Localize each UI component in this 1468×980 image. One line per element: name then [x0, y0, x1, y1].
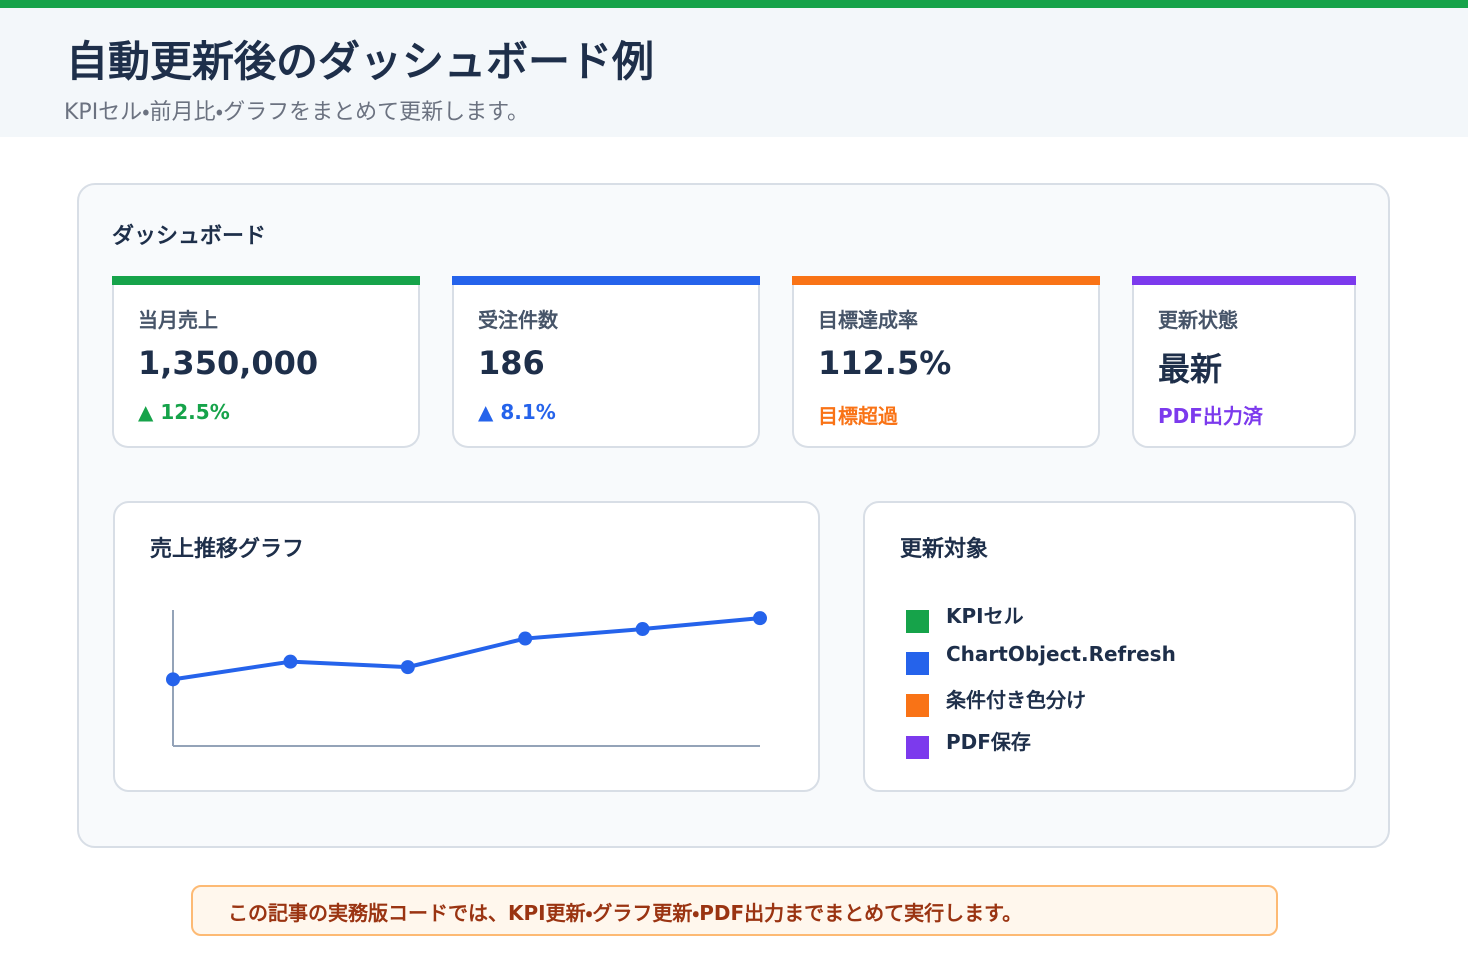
kpi-delta: PDF出力済 — [1158, 404, 1263, 428]
kpi-accent — [1132, 276, 1356, 285]
kpi-label: 目標達成率 — [818, 308, 918, 332]
legend-label: 条件付き色分け — [946, 688, 1086, 712]
footer-note: この記事の実務版コードでは、KPI更新・グラフ更新・PDF出力までまとめて実行し… — [228, 901, 1023, 925]
legend-label: PDF保存 — [946, 730, 1031, 754]
page-subtitle: KPIセル・前月比・グラフをまとめて更新します。 — [64, 100, 529, 125]
kpi-accent — [792, 276, 1100, 285]
legend-swatch — [906, 610, 929, 633]
top-bar — [0, 0, 1468, 8]
chart-card — [113, 501, 820, 792]
dashboard-title: ダッシュボード — [112, 224, 267, 249]
chart-title: 売上推移グラフ — [150, 537, 305, 562]
kpi-accent — [112, 276, 420, 285]
legend-label: KPIセル — [946, 604, 1024, 628]
data-point — [635, 622, 650, 637]
data-point — [518, 631, 533, 646]
kpi-value: 1,350,000 — [138, 344, 319, 382]
data-point — [166, 672, 180, 687]
kpi-label: 受注件数 — [478, 308, 558, 332]
legend-swatch — [906, 652, 929, 675]
footer-box — [191, 885, 1278, 936]
kpi-delta: ▲ 8.1% — [478, 400, 556, 424]
legend-swatch — [906, 694, 929, 717]
legend-label: ChartObject.Refresh — [946, 642, 1176, 666]
chart — [166, 610, 767, 747]
legend-title: 更新対象 — [900, 537, 989, 562]
legend-card — [863, 501, 1356, 792]
data-point — [753, 611, 767, 626]
kpi-accent — [452, 276, 760, 285]
kpi-value: 112.5% — [818, 344, 952, 382]
kpi-card: 当月売上 1,350,000 ▲ 12.5% — [112, 276, 420, 448]
kpi-card: 受注件数 186 ▲ 8.1% — [452, 276, 760, 448]
data-point — [283, 654, 298, 669]
kpi-card: 更新状態最新 PDF出力済 — [1132, 276, 1356, 448]
kpi-value: 186 — [478, 344, 545, 382]
kpi-delta: 目標超過 — [818, 404, 898, 428]
legend-swatch — [906, 736, 929, 759]
kpi-label: 当月売上 — [138, 308, 218, 332]
kpi-value: 最新 — [1158, 350, 1223, 388]
kpi-card: 目標達成率 112.5% 目標超過 — [792, 276, 1100, 448]
kpi-label: 更新状態 — [1158, 308, 1238, 332]
header — [0, 8, 1468, 137]
data-point — [400, 660, 415, 675]
page-title: 自動更新後のダッシュボード例 — [66, 37, 655, 86]
series-line — [172, 616, 761, 682]
kpi-delta: ▲ 12.5% — [138, 400, 230, 424]
